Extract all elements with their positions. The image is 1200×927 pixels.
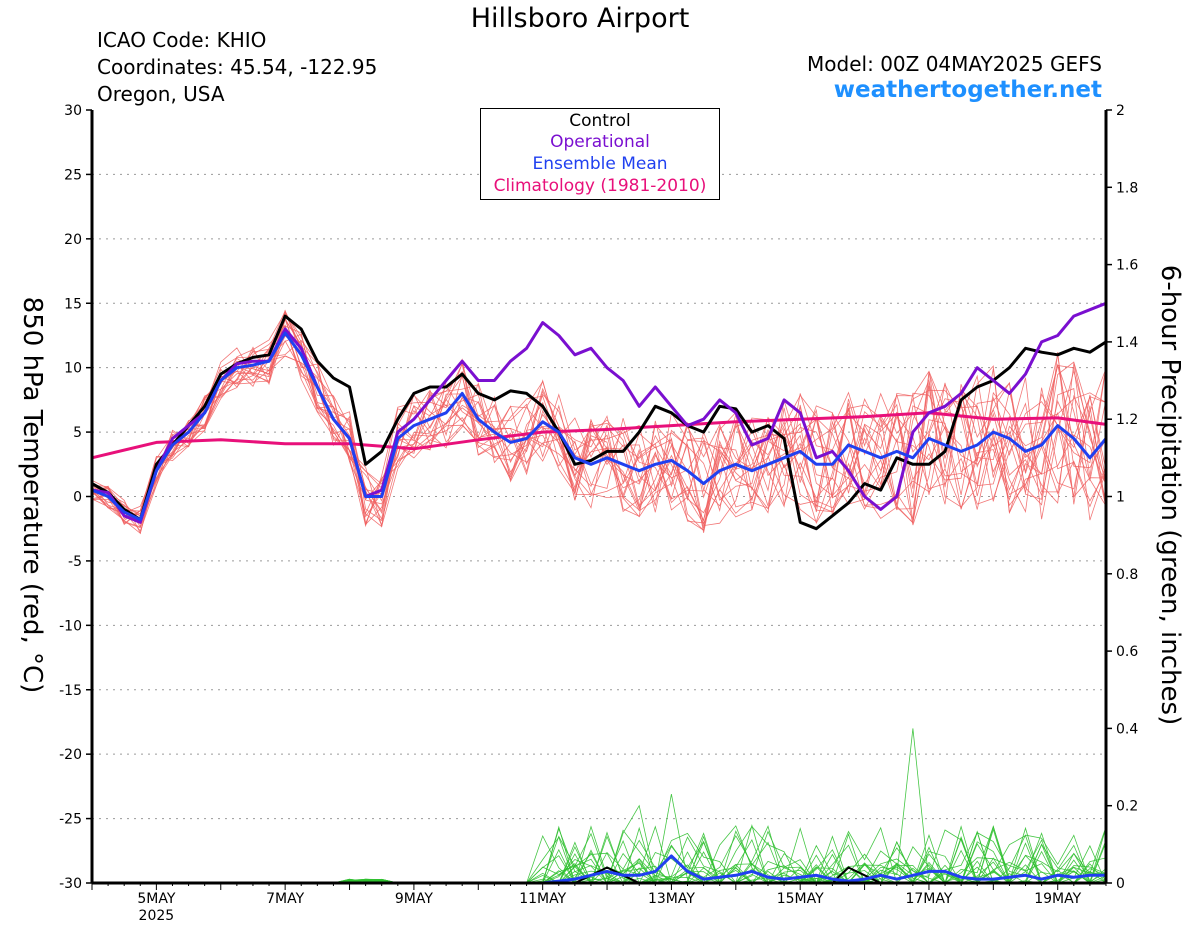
legend-ensemble-mean: Ensemble Mean (532, 154, 668, 174)
y-tick-label: 20 (64, 232, 82, 248)
ensemble-members (91, 309, 1107, 885)
y2-tick-label: 1.6 (1116, 258, 1138, 274)
y-tick-label: 10 (64, 361, 82, 377)
y2-tick-label: 0.8 (1116, 567, 1138, 583)
chart-title: Hillsboro Airport (470, 3, 690, 34)
x-tick-label: 9MAY (395, 891, 433, 907)
x-tick-label: 13MAY (648, 891, 695, 907)
legend-control: Control (569, 111, 631, 131)
ensemble-member-temp (91, 309, 1107, 533)
x-tick-label: 11MAY (519, 891, 566, 907)
y-tick-label: 0 (73, 490, 82, 506)
y2-tick-label: 2 (1116, 103, 1125, 119)
series-operational (91, 301, 1107, 524)
ensemble-member-temp (91, 327, 1107, 526)
y-tick-label: 30 (64, 103, 82, 119)
y-tick-label: -30 (59, 876, 82, 892)
grid (92, 173, 1106, 820)
y2-tick-label: 1.4 (1116, 335, 1138, 351)
y-tick-label: -20 (59, 747, 82, 763)
model-run: Model: 00Z 04MAY2025 GEFS (807, 52, 1102, 76)
y-tick-label: -15 (59, 683, 82, 699)
y-axis-label-right: 6-hour Precipitation (green, inches) (1155, 264, 1185, 726)
y-axis-label-left: 850 hPa Temperature (red, °C) (17, 296, 47, 694)
x-tick-label: 5MAY (137, 891, 175, 907)
y2-tick-label: 0.6 (1116, 644, 1138, 660)
series-lines (91, 301, 1108, 885)
series-climatology-1981-2010 (91, 411, 1107, 460)
site-link[interactable]: weathertogether.net (833, 77, 1102, 103)
ensemble-member-temp (91, 316, 1107, 528)
x-tick-label: 19MAY (1034, 891, 1081, 907)
y-tick-label: 5 (73, 425, 82, 441)
legend: Control Operational Ensemble Mean Climat… (480, 108, 720, 200)
series-ensemble-mean (91, 331, 1108, 522)
ensemble-member-temp (91, 324, 1107, 528)
y2-tick-label: 0.4 (1116, 721, 1138, 737)
x-tick-sublabel: 2025 (139, 908, 175, 924)
y-tick-label: -5 (68, 554, 82, 570)
region: Oregon, USA (97, 82, 225, 106)
y-tick-label: 15 (64, 296, 82, 312)
ensemble-member-temp (91, 310, 1107, 525)
series-control (91, 314, 1107, 531)
ensemble-member-temp (91, 335, 1107, 532)
x-tick-label: 7MAY (266, 891, 304, 907)
ensemble-member-temp (91, 340, 1107, 522)
y2-tick-label: 1.2 (1116, 412, 1138, 428)
ensemble-member-temp (91, 333, 1107, 532)
y2-tick-label: 0.2 (1116, 799, 1138, 815)
coordinates: Coordinates: 45.54, -122.95 (97, 55, 378, 79)
axes: -30-25-20-15-10-505101520253000.20.40.60… (59, 103, 1138, 924)
legend-climatology: Climatology (1981-2010) (493, 176, 707, 196)
y2-tick-label: 1 (1116, 490, 1125, 506)
x-tick-label: 17MAY (905, 891, 952, 907)
icao-code: ICAO Code: KHIO (97, 28, 267, 52)
y-tick-label: -10 (59, 618, 82, 634)
y-tick-label: -25 (59, 812, 82, 828)
ensemble-member-temp (91, 355, 1107, 527)
y2-tick-label: 0 (1116, 876, 1125, 892)
legend-operational: Operational (550, 132, 650, 152)
y-tick-label: 25 (64, 167, 82, 183)
x-tick-label: 15MAY (777, 891, 824, 907)
y2-tick-label: 1.8 (1116, 180, 1138, 196)
